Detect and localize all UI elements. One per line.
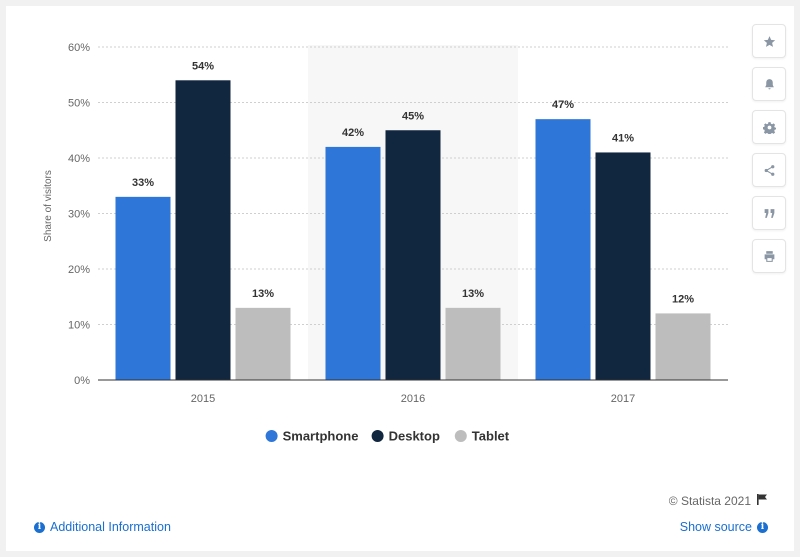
legend-swatch [454, 430, 467, 442]
y-tick-label: 50% [68, 98, 90, 110]
bell-icon [763, 78, 776, 91]
legend-label: Tablet [472, 429, 510, 444]
toolbar [752, 24, 786, 282]
share-button[interactable] [752, 153, 786, 187]
info-icon: i [34, 521, 45, 533]
x-tick-label: 2016 [401, 393, 425, 405]
data-label: 13% [252, 288, 274, 300]
data-label: 42% [342, 127, 364, 139]
legend-item-desktop[interactable]: Desktop [371, 429, 440, 444]
bar-desktop-2016[interactable] [385, 130, 441, 380]
bar-chart: 0% 10% 20% 30% 40% 50% 60% 2015 2016 2017 33% 54%… [43, 42, 728, 444]
legend-label: Smartphone [283, 429, 359, 444]
bar-tablet-2015[interactable] [235, 307, 291, 380]
flag-icon [757, 494, 768, 508]
star-icon [763, 35, 776, 48]
y-tick-label: 20% [68, 264, 90, 276]
bar-smartphone-2015[interactable] [115, 196, 171, 380]
print-icon [763, 250, 776, 263]
x-tick-label: 2017 [611, 393, 635, 405]
legend-item-tablet[interactable]: Tablet [454, 429, 510, 444]
quote-icon [763, 207, 776, 220]
legend-label: Desktop [389, 429, 440, 444]
info-icon: i [757, 521, 768, 533]
bar-smartphone-2017[interactable] [535, 119, 591, 381]
additional-information-link[interactable]: i Additional Information [34, 520, 171, 534]
data-label: 33% [132, 177, 154, 189]
y-tick-label: 30% [68, 209, 90, 221]
y-tick-label: 0% [74, 375, 90, 387]
bar-desktop-2015[interactable] [175, 80, 231, 381]
data-label: 13% [462, 288, 484, 300]
show-source-label: Show source [679, 520, 752, 534]
bar-tablet-2016[interactable] [445, 307, 501, 380]
legend-swatch [265, 430, 278, 442]
credit-text: © Statista 2021 [668, 494, 751, 508]
bar-tablet-2017[interactable] [655, 313, 711, 380]
statista-credit: © Statista 2021 [669, 494, 768, 508]
gear-icon [762, 121, 776, 134]
show-source-link[interactable]: Show source i [680, 520, 768, 534]
favorite-button[interactable] [752, 24, 786, 58]
y-tick-label: 40% [68, 153, 90, 165]
bar-desktop-2017[interactable] [595, 152, 651, 380]
notification-button[interactable] [752, 67, 786, 101]
chart-card: 0% 10% 20% 30% 40% 50% 60% 2015 2016 2017 33% 54%… [6, 6, 794, 551]
additional-information-label: Additional Information [50, 520, 171, 534]
data-label: 41% [612, 132, 634, 144]
settings-button[interactable] [752, 110, 786, 144]
share-icon [763, 164, 776, 177]
data-label: 12% [672, 293, 694, 305]
x-tick-label: 2015 [191, 393, 215, 405]
y-axis-label: Share of visitors [43, 170, 54, 242]
bar-smartphone-2016[interactable] [325, 146, 381, 380]
legend-item-smartphone[interactable]: Smartphone [265, 429, 359, 444]
legend-swatch [371, 430, 384, 442]
print-button[interactable] [752, 239, 786, 273]
data-label: 54% [192, 60, 214, 72]
y-tick-label: 10% [68, 320, 90, 332]
cite-button[interactable] [752, 196, 786, 230]
data-label: 47% [552, 99, 574, 111]
data-label: 45% [402, 110, 424, 122]
y-tick-label: 60% [68, 42, 90, 54]
